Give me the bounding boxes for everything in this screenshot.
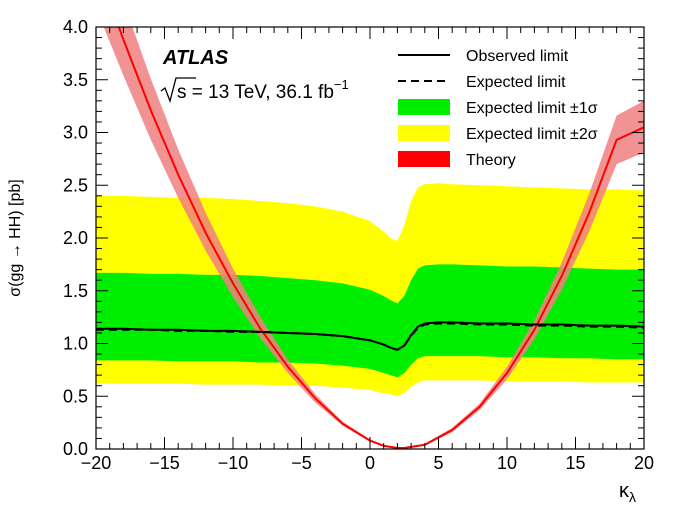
energy-text: = 13 TeV, 36.1 fb bbox=[187, 82, 334, 103]
legend-swatch-theory bbox=[398, 151, 450, 167]
tick-marks bbox=[95, 26, 645, 450]
x-tick-label: 0 bbox=[365, 453, 375, 473]
y-tick-label: 1.5 bbox=[63, 281, 88, 301]
legend-label: Observed limit bbox=[466, 48, 569, 65]
theory-line bbox=[117, 27, 644, 449]
observed-limit-line bbox=[96, 321, 644, 351]
legend-item: Expected limit ±1σ bbox=[398, 99, 598, 117]
x-tick-label: 10 bbox=[497, 453, 517, 473]
energy-label: s = 13 TeV, 36.1 fb−1 bbox=[160, 77, 349, 104]
tick-labels: −20 −15 −10 −5 0 5 10 15 20 0.0 0.5 1.0 1.5 2.0 2.5 3.0… bbox=[63, 17, 654, 473]
legend-item: Expected limit ±2σ bbox=[398, 125, 598, 143]
legend-label: Expected limit bbox=[466, 74, 566, 91]
legend-item: Theory bbox=[398, 151, 516, 169]
legend-label: Expected limit ±2σ bbox=[466, 126, 598, 143]
legend-label: Expected limit ±1σ bbox=[466, 100, 598, 117]
legend-item: Expected limit bbox=[398, 74, 566, 91]
x-tick-label: −20 bbox=[81, 453, 112, 473]
y-tick-label: 2.0 bbox=[63, 228, 88, 248]
y-tick-label: 3.0 bbox=[63, 123, 88, 143]
x-tick-label: −5 bbox=[291, 453, 312, 473]
sqrt-symbol bbox=[160, 77, 196, 104]
legend-label: Theory bbox=[466, 152, 516, 169]
legend: Observed limit Expected limit Expected lim… bbox=[398, 48, 598, 169]
atlas-label: ATLAS bbox=[162, 47, 229, 69]
x-axis-title: κλ bbox=[619, 480, 636, 505]
x-tick-label: 15 bbox=[565, 453, 585, 473]
x-axis-title-sub: λ bbox=[629, 489, 636, 505]
y-tick-label: 0.5 bbox=[63, 386, 88, 406]
y-axis-title: σ(gg → HH) [pb] bbox=[7, 179, 24, 296]
legend-swatch-2sigma bbox=[398, 125, 450, 141]
x-tick-label: 20 bbox=[634, 453, 654, 473]
x-axis-title-main: κ bbox=[619, 480, 630, 502]
x-tick-label: −15 bbox=[149, 453, 180, 473]
x-tick-label: 5 bbox=[433, 453, 443, 473]
y-tick-label: 1.0 bbox=[63, 334, 88, 354]
svg-text:s = 13 TeV, 36.1 fb−1: s = 13 TeV, 36.1 fb−1 bbox=[177, 77, 349, 103]
y-tick-label: 3.5 bbox=[63, 70, 88, 90]
y-tick-label: 2.5 bbox=[63, 175, 88, 195]
y-tick-label: 4.0 bbox=[63, 17, 88, 37]
legend-swatch-1sigma bbox=[398, 99, 450, 115]
y-tick-label: 0.0 bbox=[63, 439, 88, 459]
legend-item: Observed limit bbox=[398, 48, 569, 65]
plot-area bbox=[96, 27, 644, 449]
energy-superscript: −1 bbox=[334, 77, 349, 92]
theory-band bbox=[103, 27, 644, 449]
x-tick-label: −10 bbox=[218, 453, 249, 473]
energy-sqrt-var: s bbox=[177, 82, 187, 103]
